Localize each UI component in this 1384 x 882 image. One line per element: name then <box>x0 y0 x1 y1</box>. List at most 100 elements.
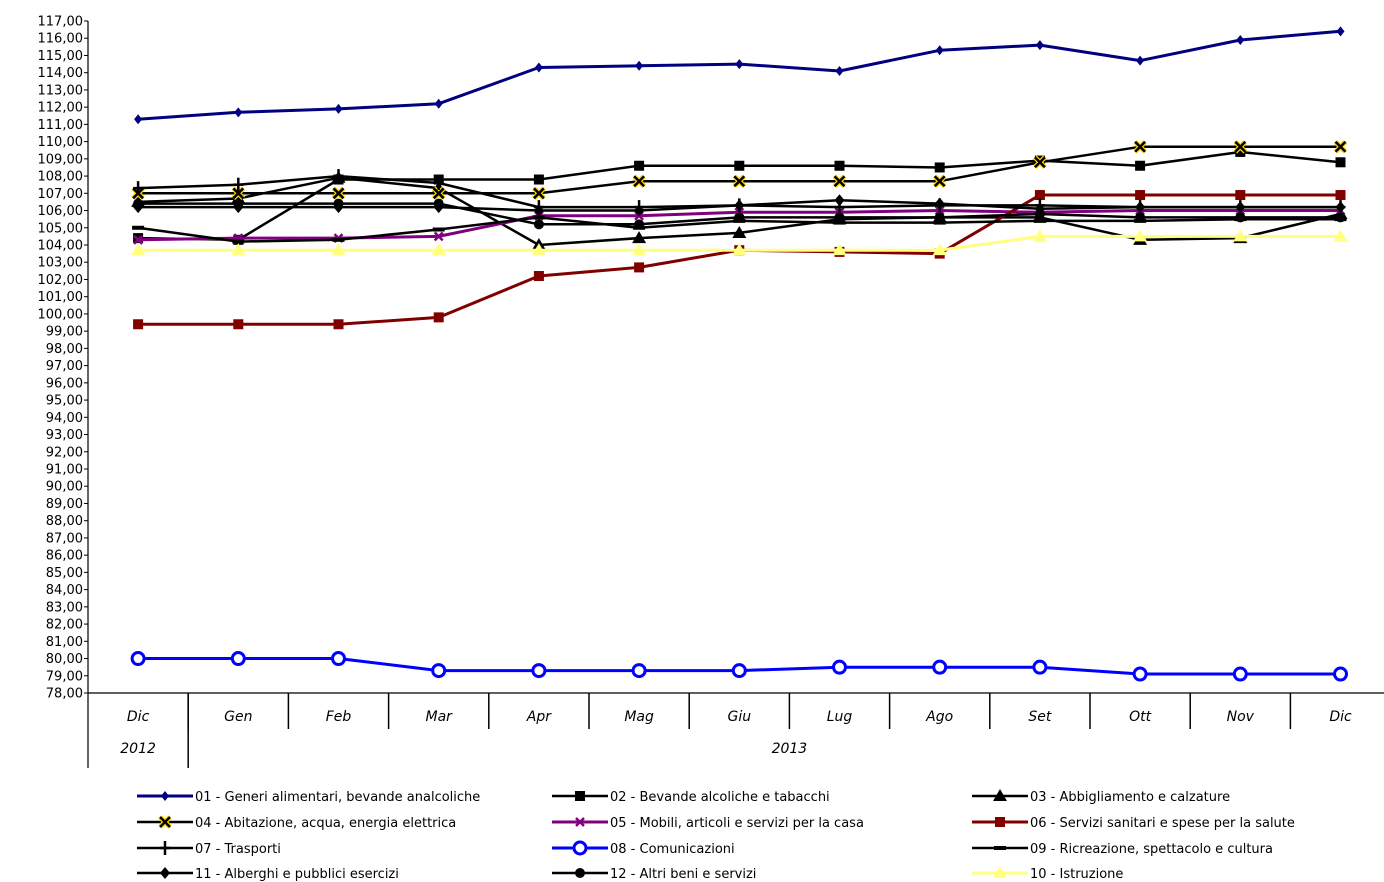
data-point <box>133 198 144 209</box>
y-tick-label: 81,00 <box>46 635 83 650</box>
y-tick-label: 80,00 <box>46 652 83 667</box>
y-tick-label: 78,00 <box>46 687 83 702</box>
y-tick-label: 90,00 <box>46 480 83 495</box>
data-point <box>331 186 346 201</box>
series-path <box>137 29 1341 121</box>
y-tick-label: 100,00 <box>38 307 84 322</box>
y-tick-label: 98,00 <box>46 342 83 357</box>
data-point <box>234 107 243 118</box>
data-point <box>932 174 947 189</box>
series-line <box>130 651 1348 682</box>
legend-label: 05 - Mobili, articoli e servizi per la c… <box>610 816 864 831</box>
y-tick-label: 115,00 <box>38 49 84 64</box>
data-point <box>1336 26 1345 37</box>
y-tick-label: 92,00 <box>46 445 83 460</box>
data-point <box>1236 34 1245 45</box>
data-point <box>230 651 246 667</box>
data-point <box>635 60 644 71</box>
y-tick-label: 110,00 <box>38 135 84 150</box>
data-point <box>133 181 144 196</box>
data-point <box>331 651 346 667</box>
data-point <box>231 186 246 201</box>
legend-item: 05 - Mobili, articoli e servizi per la c… <box>552 816 864 831</box>
data-point <box>732 243 747 256</box>
x-tick-label: Mar <box>425 709 453 725</box>
data-point <box>161 791 169 801</box>
data-point <box>533 271 544 282</box>
data-point <box>158 815 172 829</box>
data-point <box>331 243 346 256</box>
data-point <box>1335 190 1346 201</box>
legend-label: 09 - Ricreazione, spettacolo e cultura <box>1030 842 1273 857</box>
data-point <box>1335 157 1346 168</box>
y-tick-label: 96,00 <box>46 376 83 391</box>
data-point <box>835 65 844 76</box>
x-tick-label: Ago <box>925 709 953 725</box>
legend-item: 02 - Bevande alcoliche e tabacchi <box>552 790 830 805</box>
data-point <box>935 45 944 56</box>
legend-item: 12 - Altri beni e servizi <box>552 867 756 882</box>
data-point <box>734 160 745 171</box>
data-point <box>534 62 543 73</box>
y-tick-label: 106,00 <box>38 204 84 219</box>
data-point <box>634 262 645 273</box>
data-point <box>1133 229 1148 242</box>
data-point <box>231 243 246 256</box>
data-point <box>160 867 170 879</box>
data-point <box>934 197 945 210</box>
data-point <box>832 659 847 675</box>
data-point <box>431 243 446 256</box>
y-tick-label: 103,00 <box>38 256 84 271</box>
data-point <box>632 174 646 189</box>
data-point <box>533 204 544 217</box>
data-point <box>734 199 745 212</box>
data-point <box>1032 229 1047 242</box>
data-point <box>1034 208 1045 219</box>
y-tick-label: 93,00 <box>46 428 83 443</box>
data-point <box>734 212 745 223</box>
data-point <box>1135 160 1146 171</box>
data-point <box>575 817 585 827</box>
data-point <box>995 817 1005 827</box>
y-tick-label: 86,00 <box>46 549 83 564</box>
data-point <box>233 177 244 192</box>
y-tick-label: 84,00 <box>46 583 83 598</box>
y-tick-label: 99,00 <box>46 325 83 340</box>
series-line <box>131 229 1348 256</box>
data-point <box>233 198 244 209</box>
legend-label: 11 - Alberghi e pubblici esercizi <box>195 867 399 882</box>
data-point <box>575 868 585 878</box>
data-point <box>631 663 647 679</box>
x-tick-label: Giu <box>727 709 751 725</box>
y-tick-label: 87,00 <box>46 531 83 546</box>
legend-item: 08 - Comunicazioni <box>552 840 735 857</box>
y-tick-label: 109,00 <box>38 152 84 167</box>
y-tick-label: 82,00 <box>46 618 83 633</box>
data-point <box>1032 659 1048 675</box>
data-point <box>735 59 744 70</box>
x-tick-label: Set <box>1028 709 1052 725</box>
x-tick-label: Apr <box>526 709 552 725</box>
y-tick-label: 91,00 <box>46 463 83 478</box>
data-point <box>1232 666 1248 682</box>
data-point <box>1132 666 1148 682</box>
y-tick-label: 83,00 <box>46 600 83 615</box>
data-point <box>1033 155 1047 170</box>
year-label: 2013 <box>772 741 808 757</box>
data-point <box>1034 190 1045 201</box>
legend-item: 07 - Trasporti <box>137 841 281 857</box>
legend-label: 04 - Abitazione, acqua, energia elettric… <box>195 816 456 831</box>
data-point <box>134 114 143 125</box>
data-point <box>532 186 546 201</box>
x-tick-label: Feb <box>326 709 352 725</box>
data-point <box>1135 201 1146 214</box>
y-tick-label: 89,00 <box>46 497 83 512</box>
y-tick-label: 79,00 <box>46 669 83 684</box>
y-tick-label: 112,00 <box>38 101 84 116</box>
data-point <box>334 103 343 114</box>
x-tick-label: Nov <box>1227 709 1255 725</box>
data-point <box>934 162 945 173</box>
series-line <box>134 26 1345 125</box>
data-point <box>1235 146 1246 157</box>
